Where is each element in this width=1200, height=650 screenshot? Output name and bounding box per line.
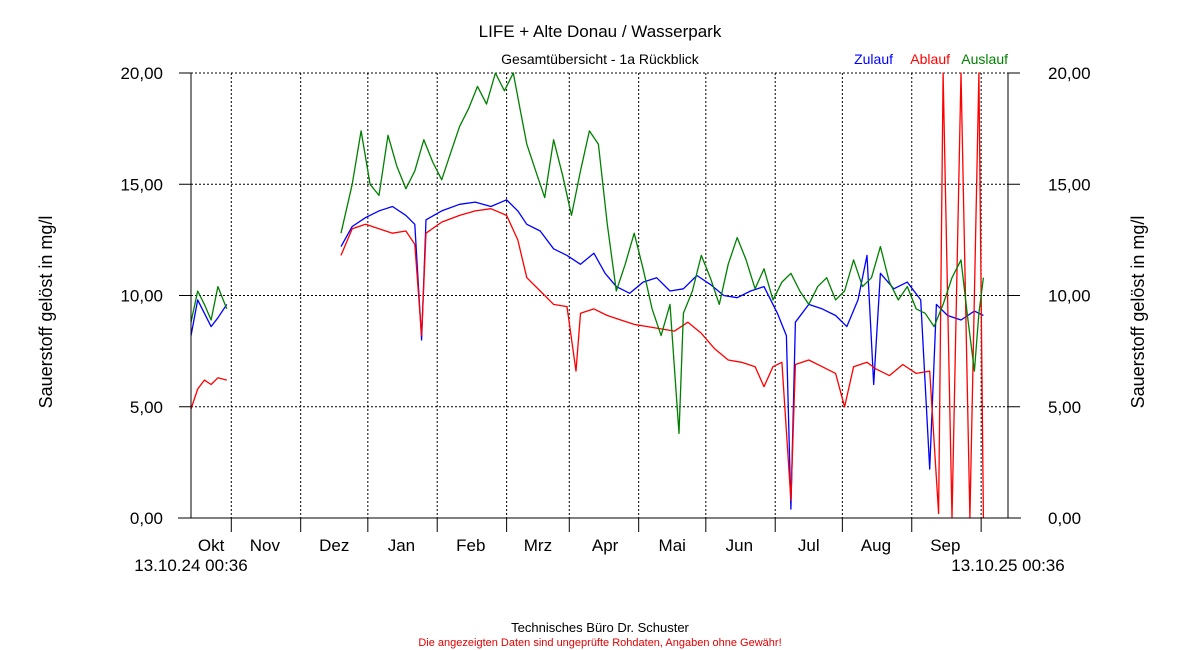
y-tick-label-left: 10,00	[120, 287, 163, 306]
chart-subtitle: Gesamtübersicht - 1a Rückblick	[501, 51, 700, 67]
series-line-ablauf	[190, 377, 227, 410]
y-ticks: 0,00 0,00 5,00 5,00 10,00 10,00 15,00 15,00 20,0…	[120, 64, 1090, 528]
legend: Zulauf Ablauf Auslauf	[854, 51, 1008, 67]
y-tick-label-left: 0,00	[130, 509, 163, 528]
y-tick-label-right: 0,00	[1048, 509, 1081, 528]
x-ticks: Okt Nov Dez Jan Feb Mrz Apr Mai Jun Jul Aug Sep	[198, 518, 982, 555]
x-tick-label-month: Apr	[592, 536, 619, 555]
footer-disclaimer: Die angezeigten Daten sind ungeprüfte Ro…	[418, 637, 781, 649]
series-lines	[190, 72, 985, 519]
x-end-date: 13.10.25 00:36	[951, 556, 1064, 575]
x-tick-label-month: Mrz	[524, 536, 552, 555]
x-tick-label-month: Okt	[198, 536, 225, 555]
series-line-ablauf	[340, 72, 985, 519]
x-tick-label-month: Mai	[659, 536, 686, 555]
x-tick-label-month: Jan	[388, 536, 415, 555]
legend-item-zulauf: Zulauf	[854, 51, 893, 67]
y-tick-label-left: 20,00	[120, 64, 163, 83]
footer-company: Technisches Büro Dr. Schuster	[511, 620, 689, 635]
x-tick-label-month: Jun	[726, 536, 753, 555]
series-line-auslauf	[190, 285, 228, 323]
y-tick-label-right: 5,00	[1048, 398, 1081, 417]
series-line-zulauf	[190, 299, 228, 336]
x-tick-label-month: Sep	[930, 536, 960, 555]
y-tick-label-right: 10,00	[1048, 287, 1091, 306]
grid	[191, 72, 1008, 518]
x-start-date: 13.10.24 00:36	[134, 556, 247, 575]
y-tick-label-left: 15,00	[120, 175, 163, 194]
legend-item-auslauf: Auslauf	[961, 51, 1008, 67]
series-line-auslauf	[340, 72, 985, 435]
y-axis-label-right: Sauerstoff gelöst in mg/l	[1128, 216, 1148, 409]
x-tick-label-month: Jul	[798, 536, 820, 555]
legend-item-ablauf: Ablauf	[910, 51, 950, 67]
x-tick-label-month: Nov	[250, 536, 281, 555]
y-tick-label-right: 20,00	[1048, 64, 1091, 83]
x-tick-label-month: Feb	[456, 536, 485, 555]
x-tick-label-month: Aug	[861, 536, 891, 555]
x-tick-label-month: Dez	[319, 536, 349, 555]
series-line-zulauf	[340, 199, 984, 510]
y-axis-label-left: Sauerstoff gelöst in mg/l	[36, 216, 56, 409]
y-tick-label-left: 5,00	[130, 398, 163, 417]
y-tick-label-right: 15,00	[1048, 175, 1091, 194]
chart-title: LIFE + Alte Donau / Wasserpark	[479, 22, 722, 41]
